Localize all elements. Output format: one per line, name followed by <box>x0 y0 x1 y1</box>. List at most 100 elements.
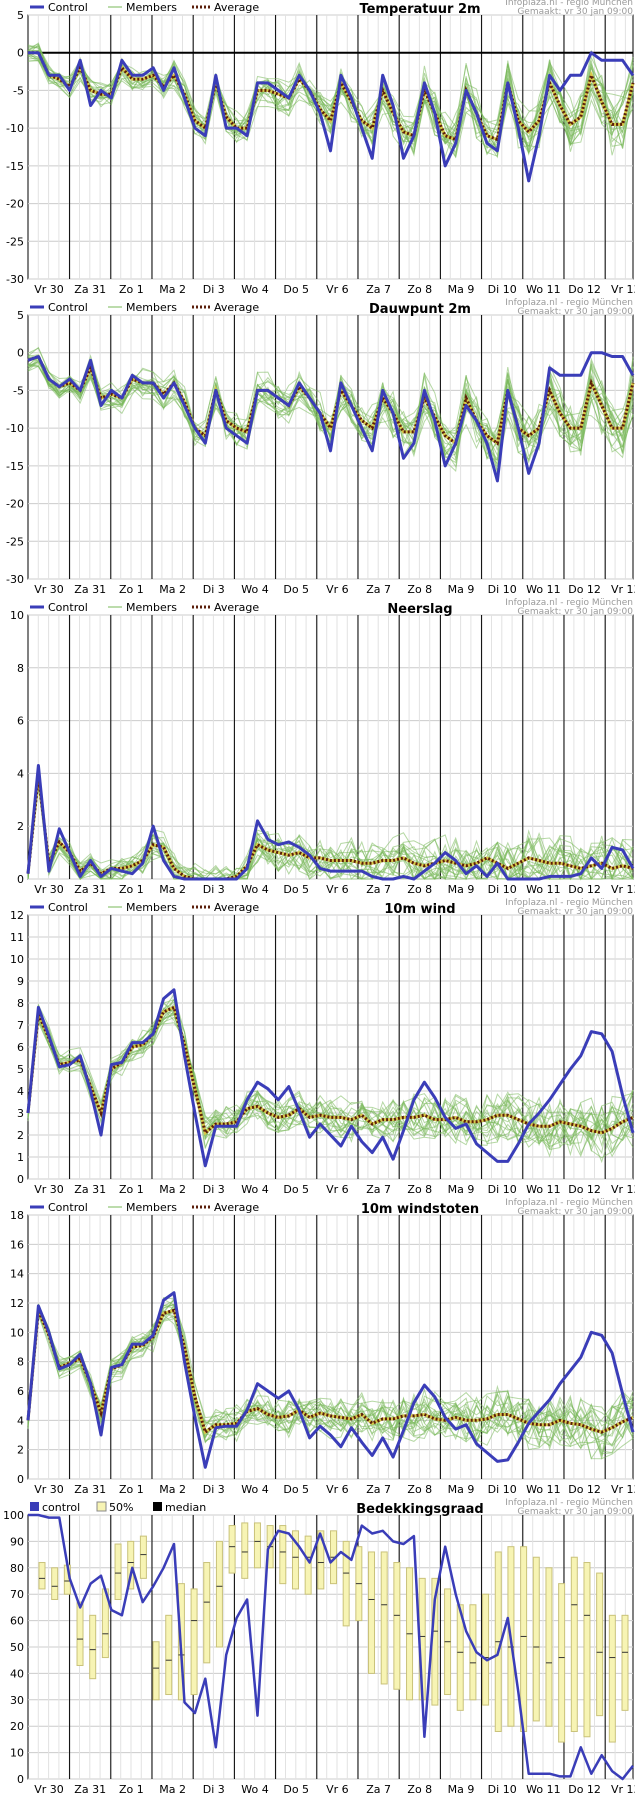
day-label: Zo 1 <box>119 283 144 296</box>
iqr-box <box>545 1567 553 1727</box>
legend-control: Control <box>48 601 88 614</box>
day-label: Di 3 <box>203 883 225 896</box>
day-label: Ma 9 <box>448 883 475 896</box>
day-label: Do 12 <box>568 1483 601 1496</box>
legend-members: Members <box>126 1201 177 1214</box>
day-label: Ma 9 <box>448 1483 475 1496</box>
y-tick-label: 10 <box>10 953 24 966</box>
site-label: Infoplaza.nl - regio München <box>505 1198 633 1208</box>
made-label: Gemaakt: vr 30 jan 09:00 <box>517 307 633 317</box>
day-label: Vr 30 <box>34 283 64 296</box>
member-line <box>27 780 634 881</box>
legend-swatch-box <box>96 1501 107 1512</box>
legend-members: Members <box>126 1 177 14</box>
chart-panel-3: 10 8 6 4 2 0 Vr 30 Za 31 Zo 1 Ma 2 Di 3 Wo 4 Do 5 Vr … <box>10 598 635 896</box>
iqr-box <box>621 1614 629 1711</box>
iqr-box <box>608 1614 616 1743</box>
iqr-box <box>51 1567 59 1600</box>
day-label: Wo 4 <box>241 583 268 596</box>
member-line <box>27 775 634 880</box>
day-label: Do 5 <box>283 1783 309 1796</box>
y-tick-label: 0 <box>17 1473 24 1486</box>
day-label: Vr 6 <box>326 283 349 296</box>
iqr-box <box>532 1556 540 1722</box>
day-label: Do 12 <box>568 1783 601 1796</box>
day-label: Vr 13 <box>611 1183 635 1196</box>
iqr-box <box>583 1562 591 1738</box>
day-label: Vr 13 <box>611 883 635 896</box>
chart-panel-2: 5 0 -5 -10 -15 -20 -25 -30 Vr 30 Za 31 Zo 1 Ma 2 Di … <box>6 298 635 596</box>
iqr-box <box>520 1546 528 1732</box>
iqr-box <box>139 1535 147 1579</box>
day-label: Ma 2 <box>159 1183 186 1196</box>
day-label: Vr 30 <box>34 1783 64 1796</box>
iqr-box <box>291 1530 299 1590</box>
day-label: Vr 6 <box>326 883 349 896</box>
y-tick-label: -10 <box>6 122 24 135</box>
day-label: Ma 2 <box>159 883 186 896</box>
iqr-box <box>165 1614 173 1696</box>
day-label: Vr 30 <box>34 883 64 896</box>
iqr-box <box>76 1601 84 1666</box>
iqr-box <box>317 1530 325 1590</box>
y-tick-label: 8 <box>17 997 24 1010</box>
day-label: Do 12 <box>568 283 601 296</box>
plot-area <box>27 614 634 880</box>
day-label: Za 7 <box>366 283 391 296</box>
day-label: Zo 1 <box>119 1483 144 1496</box>
day-label: Za 7 <box>366 1783 391 1796</box>
chart-title: Bedekkingsgraad <box>356 1502 483 1517</box>
day-label: Zo 8 <box>407 283 432 296</box>
y-tick-label: 5 <box>17 1063 24 1076</box>
day-label: Za 31 <box>74 583 106 596</box>
day-label: Do 12 <box>568 583 601 596</box>
day-label: Do 5 <box>283 1483 309 1496</box>
y-tick-label: 2 <box>17 1444 24 1457</box>
day-label: Vr 6 <box>326 1483 349 1496</box>
y-tick-label: 1 <box>17 1151 24 1164</box>
chart-panel-5: 18 16 14 12 10 8 6 4 2 0 Vr 30 Za 31 Zo 1 Ma 2 Di 3 Wo … <box>10 1198 635 1496</box>
y-tick-label: 12 <box>10 1297 24 1310</box>
day-label: Ma 9 <box>448 283 475 296</box>
chart-title: Neerslag <box>387 602 452 617</box>
iqr-box <box>482 1593 490 1706</box>
day-label: Wo 11 <box>526 1183 560 1196</box>
iqr-box <box>368 1551 376 1674</box>
iqr-box <box>203 1562 211 1664</box>
y-tick-label: 4 <box>17 1414 24 1427</box>
day-label: Zo 8 <box>407 1183 432 1196</box>
y-tick-label: -15 <box>6 160 24 173</box>
y-tick-label: 70 <box>10 1588 24 1601</box>
iqr-box <box>596 1572 604 1717</box>
legend-average: Average <box>214 901 259 914</box>
chart-panel-1: 5 0 -5 -10 -15 -20 -25 -30 Vr 30 Za 31 Zo 1 Ma 2 Di … <box>6 0 635 296</box>
member-line <box>27 1015 634 1159</box>
y-tick-label: 14 <box>10 1268 24 1281</box>
legend-control: Control <box>48 301 88 314</box>
y-tick-label: 4 <box>17 1085 24 1098</box>
day-label: Zo 8 <box>407 1483 432 1496</box>
average-line <box>26 775 634 881</box>
y-tick-label: -15 <box>6 460 24 473</box>
y-tick-label: 80 <box>10 1562 24 1575</box>
day-label: Vr 13 <box>611 283 635 296</box>
legend-swatch-median <box>153 1502 162 1511</box>
average-line <box>28 51 635 142</box>
day-label: Vr 13 <box>611 1783 635 1796</box>
day-label: Di 10 <box>488 583 517 596</box>
day-label: Di 3 <box>203 1183 225 1196</box>
y-tick-label: 2 <box>17 1129 24 1142</box>
site-label: Infoplaza.nl - regio München <box>505 598 633 608</box>
day-label: Di 10 <box>488 1783 517 1796</box>
iqr-box <box>89 1614 97 1680</box>
day-label: Di 10 <box>488 1183 517 1196</box>
day-label: Za 7 <box>366 1483 391 1496</box>
day-label: Zo 1 <box>119 583 144 596</box>
y-tick-label: -30 <box>6 573 24 586</box>
site-label: Infoplaza.nl - regio München <box>505 898 633 908</box>
day-label: Zo 8 <box>407 883 432 896</box>
